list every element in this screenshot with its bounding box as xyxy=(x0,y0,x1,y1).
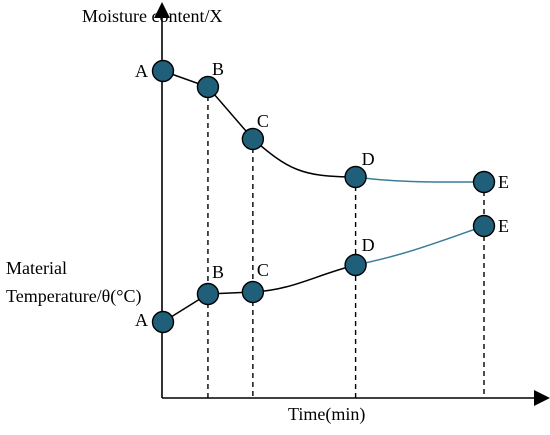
temperature-point-d xyxy=(344,253,367,277)
y-axis-title-temperature-line2: Temperature/θ(°C) xyxy=(6,286,142,307)
moisture-label-b: B xyxy=(212,59,224,79)
moisture-point-e xyxy=(472,170,496,194)
moisture-label-d: D xyxy=(362,149,375,169)
moisture-point-a xyxy=(151,59,175,83)
temperature-point-b xyxy=(196,282,220,306)
point-labels: A B C D E A B C D E xyxy=(135,59,509,330)
data-points xyxy=(151,59,496,334)
temperature-label-c: C xyxy=(257,260,269,280)
moisture-point-b xyxy=(196,75,220,99)
y-axis-title-temperature-line1: Material xyxy=(6,258,67,278)
moisture-curve-de xyxy=(355,176,485,183)
temperature-point-e xyxy=(472,214,496,238)
moisture-label-a: A xyxy=(135,61,148,81)
temperature-curve-de xyxy=(355,225,485,266)
moisture-point-d xyxy=(344,165,367,189)
x-axis-title: Time(min) xyxy=(288,404,365,425)
temperature-point-a xyxy=(151,310,175,334)
temperature-point-c xyxy=(241,280,265,304)
temperature-label-a: A xyxy=(135,310,148,330)
temperature-label-b: B xyxy=(212,262,224,282)
moisture-label-e: E xyxy=(498,172,509,192)
moisture-label-c: C xyxy=(257,111,269,131)
temperature-label-e: E xyxy=(498,216,509,236)
y-axis-title-moisture: Moisture content/X xyxy=(82,6,222,26)
moisture-point-c xyxy=(241,127,265,151)
temperature-label-d: D xyxy=(362,235,375,255)
